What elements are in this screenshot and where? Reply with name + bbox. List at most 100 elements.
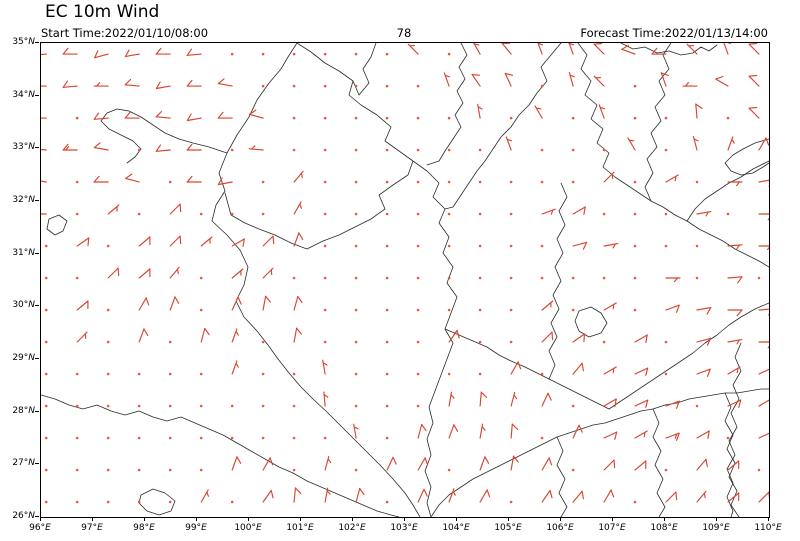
wind-barb — [76, 237, 90, 247]
wind-barb — [179, 203, 182, 213]
wind-barb — [593, 43, 603, 45]
wind-barb — [453, 424, 459, 432]
wind-barb — [124, 53, 140, 58]
wind-barb — [676, 304, 680, 313]
wind-barb — [293, 327, 298, 343]
wind-barb — [628, 139, 635, 142]
calm-dot — [323, 276, 327, 280]
calm-dot — [106, 308, 110, 312]
map-plot-area — [40, 42, 770, 518]
calm-dot — [106, 500, 110, 504]
calm-dot — [323, 212, 327, 216]
wind-barb — [504, 72, 512, 87]
calm-dot — [168, 404, 172, 408]
wind-barb — [510, 455, 515, 471]
wind-barb — [481, 426, 486, 431]
calm-dot — [416, 116, 420, 120]
wind-barb — [471, 74, 481, 76]
wind-barb — [634, 399, 649, 407]
x-tick-label: 100°E — [234, 523, 262, 533]
calm-dot — [354, 52, 358, 56]
calm-dot — [168, 436, 172, 440]
wind-barb — [612, 303, 615, 310]
wind-barb — [155, 81, 161, 90]
wind-barb — [510, 423, 513, 439]
calm-dot — [137, 500, 141, 504]
wind-barb — [660, 72, 667, 87]
wind-barb — [326, 490, 331, 495]
calm-dot — [416, 372, 420, 376]
y-tick-label: 29°N — [12, 353, 35, 363]
wind-barb — [748, 75, 760, 87]
x-axis-tick — [612, 517, 613, 521]
wind-barb — [322, 362, 328, 366]
wind-barb — [217, 177, 223, 186]
wind-barb — [706, 307, 712, 315]
x-tick-label: 105°E — [494, 523, 522, 533]
calm-dot — [354, 276, 358, 280]
calm-dot — [416, 244, 420, 248]
wind-barb — [572, 424, 580, 439]
wind-barb — [582, 241, 588, 250]
calm-dot — [354, 180, 358, 184]
wind-barb — [235, 362, 239, 368]
wind-barb — [537, 43, 543, 46]
calm-dot — [75, 276, 79, 280]
wind-barb — [603, 431, 618, 439]
wind-barb — [548, 457, 553, 466]
wind-barb — [124, 84, 140, 87]
calm-dot — [478, 372, 482, 376]
wind-barb — [676, 400, 680, 409]
wind-barb — [124, 78, 132, 86]
calm-dot — [416, 276, 420, 280]
calm-dot — [292, 276, 296, 280]
wind-barb — [748, 74, 758, 77]
wind-barb — [96, 82, 101, 87]
wind-barb — [236, 456, 242, 464]
wind-barb — [62, 80, 69, 88]
calm-dot — [726, 116, 730, 120]
wind-barb — [76, 300, 89, 311]
wind-barb — [138, 328, 145, 343]
calm-dot — [261, 212, 265, 216]
wind-barb — [94, 53, 109, 59]
x-tick-label: 110°E — [754, 523, 782, 533]
wind-barb — [479, 456, 486, 471]
wind-barb — [155, 116, 171, 119]
calm-dot — [571, 468, 575, 472]
calm-dot — [292, 148, 296, 152]
calm-dot — [416, 308, 420, 312]
wind-barb — [572, 241, 588, 247]
wind-barb — [124, 49, 130, 58]
x-axis-tick — [196, 517, 197, 521]
x-axis-tick — [300, 517, 301, 521]
wind-barb — [674, 277, 679, 283]
wind-barb — [665, 400, 680, 407]
wind-barb — [645, 399, 649, 408]
wind-barb — [665, 304, 680, 311]
calm-dot — [478, 180, 482, 184]
calm-dot — [75, 436, 79, 440]
calm-dot — [354, 404, 358, 408]
calm-dot — [385, 212, 389, 216]
calm-dot — [540, 436, 544, 440]
wind-barb — [421, 423, 427, 432]
wind-barb — [727, 399, 742, 407]
calm-dot — [106, 372, 110, 376]
calm-dot — [633, 276, 637, 280]
calm-dot — [447, 116, 451, 120]
wind-barb — [621, 44, 629, 50]
calm-dot — [292, 436, 296, 440]
x-axis-tick — [560, 517, 561, 521]
calm-dot — [385, 340, 389, 344]
calm-dot — [509, 180, 513, 184]
calm-dot — [44, 468, 48, 472]
calm-dot — [540, 148, 544, 152]
calm-dot — [695, 244, 699, 248]
wind-barb — [727, 492, 740, 503]
calm-dot — [602, 276, 606, 280]
calm-dot — [385, 84, 389, 88]
y-axis-tick — [35, 305, 39, 307]
calm-dot — [385, 52, 389, 56]
wind-barb — [568, 43, 574, 46]
